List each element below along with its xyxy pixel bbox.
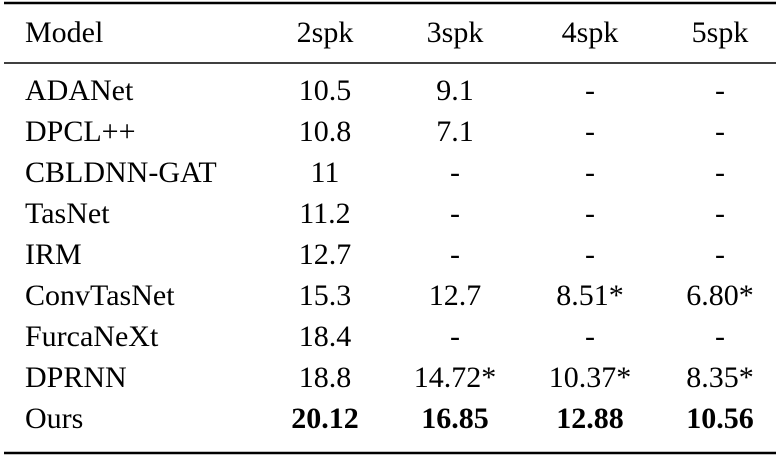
header-cell: 5spk bbox=[692, 16, 749, 49]
score-cell: - bbox=[450, 156, 460, 189]
score-cell: - bbox=[715, 115, 725, 148]
score-cell: 15.3 bbox=[299, 279, 352, 312]
score-cell: 10.5 bbox=[299, 74, 352, 107]
score-cell: 9.1 bbox=[436, 74, 474, 107]
score-cell: 16.85 bbox=[421, 402, 489, 435]
score-cell: 18.4 bbox=[299, 320, 352, 353]
score-cell: - bbox=[450, 320, 460, 353]
score-cell: - bbox=[715, 197, 725, 230]
score-cell: 8.51* bbox=[556, 279, 624, 312]
score-cell: 10.37* bbox=[549, 361, 632, 394]
model-name: DPRNN bbox=[25, 361, 127, 394]
score-cell: 11.2 bbox=[299, 197, 350, 230]
model-name: ADANet bbox=[25, 74, 134, 107]
header-cell: Model bbox=[25, 16, 103, 49]
score-cell: 8.35* bbox=[686, 361, 754, 394]
score-cell: - bbox=[585, 74, 595, 107]
score-cell: 14.72* bbox=[414, 361, 497, 394]
model-name: DPCL++ bbox=[25, 115, 136, 148]
score-cell: 6.80* bbox=[686, 279, 754, 312]
score-cell: 12.88 bbox=[556, 402, 624, 435]
score-cell: - bbox=[715, 156, 725, 189]
score-cell: 12.7 bbox=[429, 279, 482, 312]
score-cell: 12.7 bbox=[299, 238, 352, 271]
score-cell: - bbox=[450, 197, 460, 230]
score-cell: - bbox=[585, 197, 595, 230]
score-cell: - bbox=[715, 320, 725, 353]
score-cell: - bbox=[715, 74, 725, 107]
score-cell: - bbox=[450, 238, 460, 271]
score-cell: - bbox=[715, 238, 725, 271]
score-cell: 10.8 bbox=[299, 115, 352, 148]
score-cell: - bbox=[585, 320, 595, 353]
score-cell: 11 bbox=[311, 156, 340, 189]
header-cell: 4spk bbox=[562, 16, 619, 49]
model-name: CBLDNN-GAT bbox=[25, 156, 217, 189]
score-cell: 7.1 bbox=[436, 115, 474, 148]
model-name: FurcaNeXt bbox=[25, 320, 159, 353]
score-cell: - bbox=[585, 115, 595, 148]
score-cell: 20.12 bbox=[291, 402, 359, 435]
model-name: IRM bbox=[25, 238, 82, 271]
score-cell: - bbox=[585, 156, 595, 189]
score-cell: 18.8 bbox=[299, 361, 352, 394]
header-cell: 3spk bbox=[427, 16, 484, 49]
model-name: ConvTasNet bbox=[25, 279, 175, 312]
model-name: TasNet bbox=[25, 197, 110, 230]
header-cell: 2spk bbox=[297, 16, 354, 49]
score-cell: - bbox=[585, 238, 595, 271]
score-cell: 10.56 bbox=[686, 402, 754, 435]
model-name: Ours bbox=[25, 402, 83, 435]
